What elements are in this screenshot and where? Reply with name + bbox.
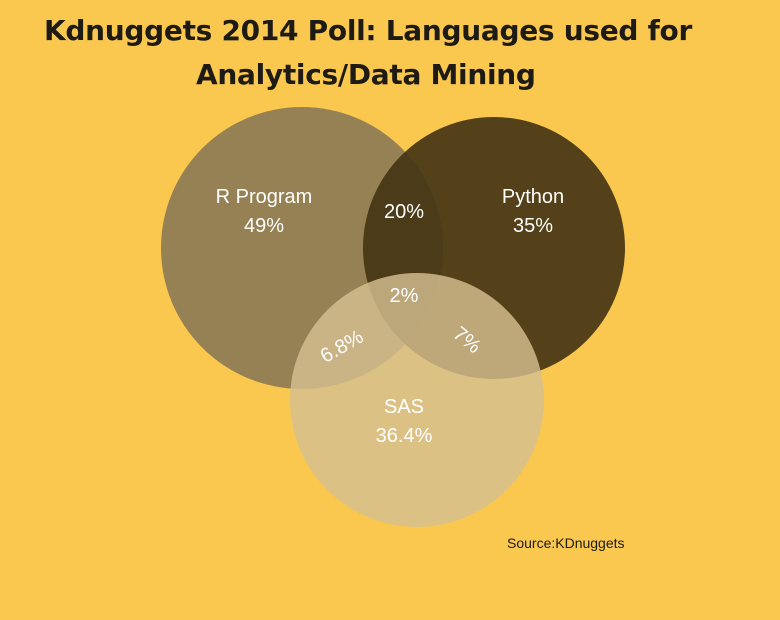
r-program-value: 49% — [244, 215, 284, 237]
overlap-r-python-sas: 2% — [390, 285, 419, 307]
sas-value: 36.4% — [376, 425, 433, 447]
circle-sas — [290, 273, 544, 527]
python-value: 35% — [513, 215, 553, 237]
sas-name: SAS — [384, 396, 424, 418]
python-name: Python — [502, 186, 564, 208]
overlap-r-python: 20% — [384, 201, 424, 223]
title-line-1: Kdnuggets 2014 Poll: Languages used for — [44, 14, 692, 47]
title-line-2: Analytics/Data Mining — [196, 58, 536, 91]
r-program-name: R Program — [216, 186, 313, 208]
source-note: Source:KDnuggets — [507, 535, 625, 551]
